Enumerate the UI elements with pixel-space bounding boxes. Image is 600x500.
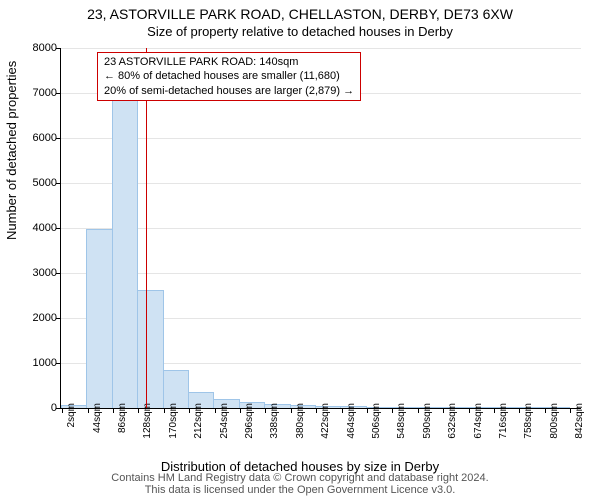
xtick-label: 716sqm	[498, 403, 509, 439]
xtick-mark	[392, 408, 393, 413]
y-axis-label: Number of detached properties	[4, 61, 19, 240]
histogram-bar	[86, 229, 112, 408]
xtick-mark	[138, 408, 139, 413]
xtick-label: 842sqm	[574, 403, 585, 439]
annotation-line-1: 23 ASTORVILLE PARK ROAD: 140sqm	[104, 55, 354, 69]
annotation-line-2: ← 80% of detached houses are smaller (11…	[104, 69, 354, 83]
xtick-mark	[367, 408, 368, 413]
property-size-chart: 23, ASTORVILLE PARK ROAD, CHELLASTON, DE…	[0, 0, 600, 500]
xtick-label: 380sqm	[295, 403, 306, 439]
xtick-mark	[113, 408, 114, 413]
ytick-label: 6000	[23, 132, 57, 144]
property-marker-line	[146, 48, 147, 408]
xtick-mark	[342, 408, 343, 413]
chart-title: 23, ASTORVILLE PARK ROAD, CHELLASTON, DE…	[0, 6, 600, 22]
xtick-label: 2sqm	[66, 403, 77, 427]
gridline	[61, 228, 581, 229]
xtick-label: 632sqm	[447, 403, 458, 439]
gridline	[61, 138, 581, 139]
gridline	[61, 183, 581, 184]
xtick-label: 296sqm	[244, 403, 255, 439]
xtick-mark	[469, 408, 470, 413]
xtick-label: 338sqm	[269, 403, 280, 439]
annotation-line-3: 20% of semi-detached houses are larger (…	[104, 84, 354, 98]
xtick-mark	[519, 408, 520, 413]
ytick-label: 4000	[23, 222, 57, 234]
xtick-mark	[443, 408, 444, 413]
xtick-label: 212sqm	[193, 403, 204, 439]
xtick-mark	[62, 408, 63, 413]
xtick-mark	[240, 408, 241, 413]
xtick-label: 506sqm	[371, 403, 382, 439]
xtick-label: 128sqm	[142, 403, 153, 439]
xtick-mark	[570, 408, 571, 413]
xtick-mark	[418, 408, 419, 413]
xtick-mark	[88, 408, 89, 413]
xtick-label: 86sqm	[117, 403, 128, 433]
ytick-label: 3000	[23, 267, 57, 279]
xtick-label: 590sqm	[422, 403, 433, 439]
xtick-mark	[189, 408, 190, 413]
chart-subtitle: Size of property relative to detached ho…	[0, 24, 600, 39]
xtick-mark	[494, 408, 495, 413]
xtick-label: 758sqm	[523, 403, 534, 439]
xtick-label: 464sqm	[346, 403, 357, 439]
xtick-mark	[265, 408, 266, 413]
ytick-label: 1000	[23, 357, 57, 369]
xtick-mark	[316, 408, 317, 413]
xtick-label: 254sqm	[219, 403, 230, 439]
ytick-label: 8000	[23, 42, 57, 54]
gridline	[61, 273, 581, 274]
xtick-label: 170sqm	[168, 403, 179, 439]
xtick-mark	[545, 408, 546, 413]
xtick-label: 422sqm	[320, 403, 331, 439]
xtick-label: 674sqm	[473, 403, 484, 439]
annotation-box: 23 ASTORVILLE PARK ROAD: 140sqm ← 80% of…	[97, 52, 361, 101]
xtick-label: 800sqm	[549, 403, 560, 439]
histogram-bar	[112, 99, 138, 408]
xtick-label: 44sqm	[92, 403, 103, 433]
ytick-label: 2000	[23, 312, 57, 324]
xtick-mark	[215, 408, 216, 413]
histogram-bar	[137, 290, 163, 408]
ytick-label: 0	[23, 402, 57, 414]
xtick-mark	[291, 408, 292, 413]
ytick-label: 7000	[23, 87, 57, 99]
plot-area: 0100020003000400050006000700080002sqm44s…	[60, 48, 581, 409]
chart-footer: Contains HM Land Registry data © Crown c…	[0, 472, 600, 496]
xtick-mark	[164, 408, 165, 413]
xtick-label: 548sqm	[396, 403, 407, 439]
gridline	[61, 48, 581, 49]
ytick-label: 5000	[23, 177, 57, 189]
